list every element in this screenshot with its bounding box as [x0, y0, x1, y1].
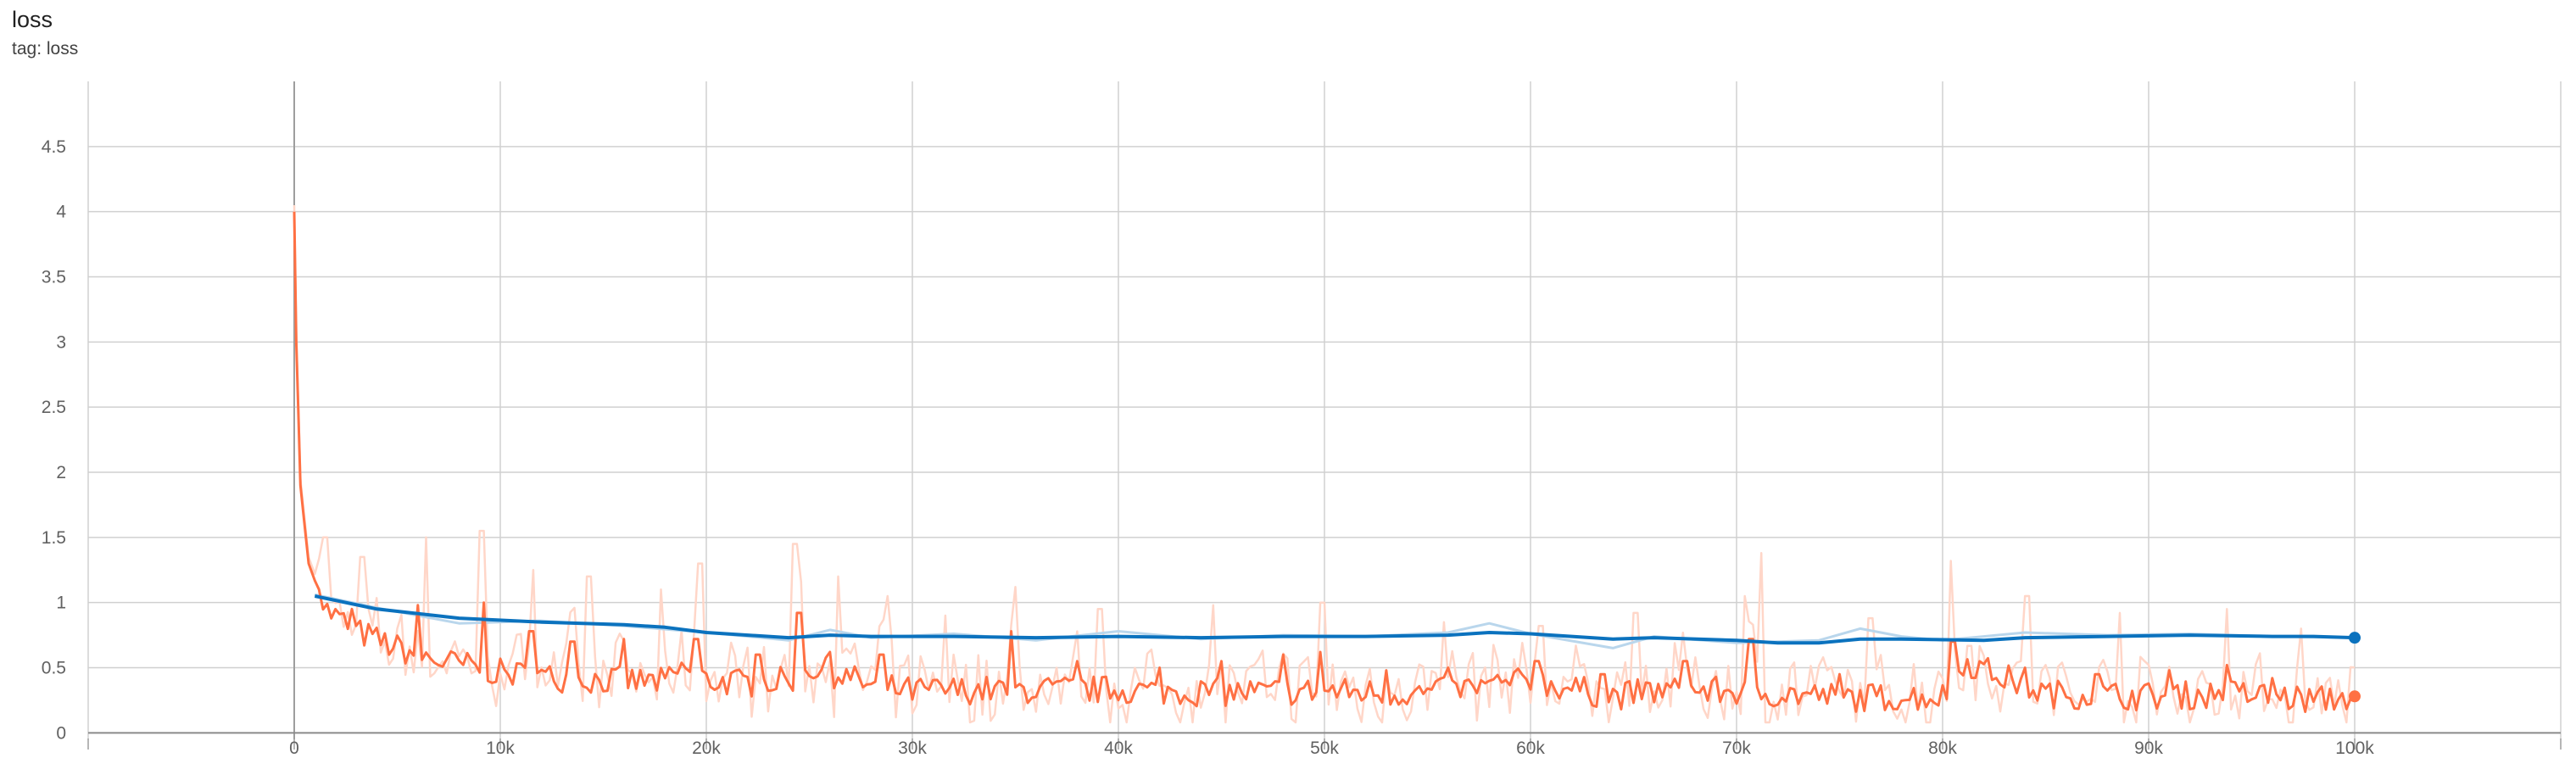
- y-tick-label: 0.5: [42, 658, 66, 677]
- x-tick-label: 70k: [1722, 738, 1751, 758]
- series: [293, 204, 2361, 724]
- x-tick-label: 90k: [2134, 738, 2163, 758]
- chart-tag: tag: loss: [12, 39, 79, 59]
- y-tick-label: 4.5: [42, 137, 66, 157]
- x-tick-label: 100k: [2335, 738, 2374, 758]
- x-tick-label: 10k: [486, 738, 515, 758]
- y-tick-label: 1.5: [42, 528, 66, 548]
- tick-labels: 0 10k 20k 30k 40k 50k 60k 70k 80k 90k 100k 0 0.5 1 1.5…: [42, 137, 2374, 758]
- x-tick-label: 30k: [898, 738, 927, 758]
- y-tick-label: 3.5: [42, 267, 66, 287]
- train-end-point: [2349, 690, 2361, 703]
- eval-end-point: [2349, 632, 2361, 644]
- y-tick-label: 4: [56, 203, 66, 222]
- axes: [87, 81, 2562, 750]
- x-tick-label: 20k: [692, 738, 721, 758]
- y-tick-label: 0: [56, 723, 66, 743]
- x-tick-label: 0: [289, 738, 299, 758]
- y-tick-label: 2: [56, 463, 66, 482]
- x-tick-label: 80k: [1928, 738, 1957, 758]
- x-tick-label: 40k: [1104, 738, 1133, 758]
- y-tick-label: 1: [56, 594, 66, 613]
- y-tick-label: 2.5: [42, 398, 66, 417]
- x-tick-label: 50k: [1310, 738, 1339, 758]
- x-tick-label: 60k: [1516, 738, 1545, 758]
- train-smoothed-line: [293, 211, 2356, 713]
- chart-title: loss: [12, 7, 53, 32]
- eval-smoothed-line: [314, 594, 2356, 645]
- grid: [87, 81, 2562, 739]
- y-tick-label: 3: [56, 332, 66, 352]
